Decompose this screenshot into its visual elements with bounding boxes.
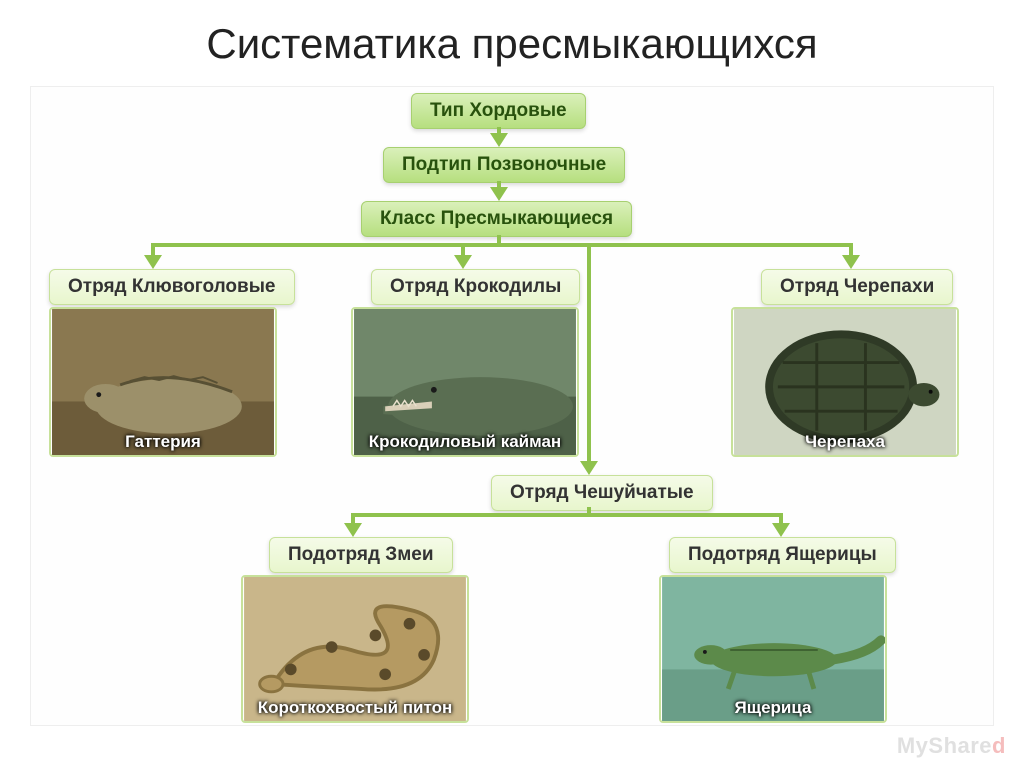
image-card-lizard: Ящерица [659,575,887,723]
caption-lizard: Ящерица [661,698,885,718]
arrow-icon [490,187,508,201]
watermark: MyShared [897,733,1006,759]
node-suborder-lacertilia: Подотряд Ящерицы [669,537,896,573]
image-card-turtle: Черепаха [731,307,959,457]
arrow-icon [772,523,790,537]
arrow-icon [580,461,598,475]
arrow-icon [454,255,472,269]
watermark-prefix: MyShare [897,733,992,758]
arrow-icon [344,523,362,537]
node-order-squamata: Отряд Чешуйчатые [491,475,713,511]
caption-turtle: Черепаха [733,432,957,452]
page-title: Систематика пресмыкающихся [30,20,994,68]
node-type: Тип Хордовые [411,93,586,129]
node-suborder-serpentes: Подотряд Змеи [269,537,453,573]
node-order-testudines: Отряд Черепахи [761,269,953,305]
arrow-icon [144,255,162,269]
caption-caiman: Крокодиловый кайман [353,432,577,452]
image-card-caiman: Крокодиловый кайман [351,307,579,457]
node-subtype: Подтип Позвоночные [383,147,625,183]
arrow-icon [842,255,860,269]
image-card-tuatara: Гаттерия [49,307,277,457]
taxonomy-diagram: Тип Хордовые Подтип Позвоночные Класс Пр… [30,86,994,726]
caption-python: Короткохвостый питон [243,698,467,718]
node-order-rhynchocephalia: Отряд Клювоголовые [49,269,295,305]
watermark-suffix: d [992,733,1006,758]
arrow-icon [490,133,508,147]
caption-tuatara: Гаттерия [51,432,275,452]
image-card-python: Короткохвостый питон [241,575,469,723]
node-class: Класс Пресмыкающиеся [361,201,632,237]
node-order-crocodilia: Отряд Крокодилы [371,269,580,305]
